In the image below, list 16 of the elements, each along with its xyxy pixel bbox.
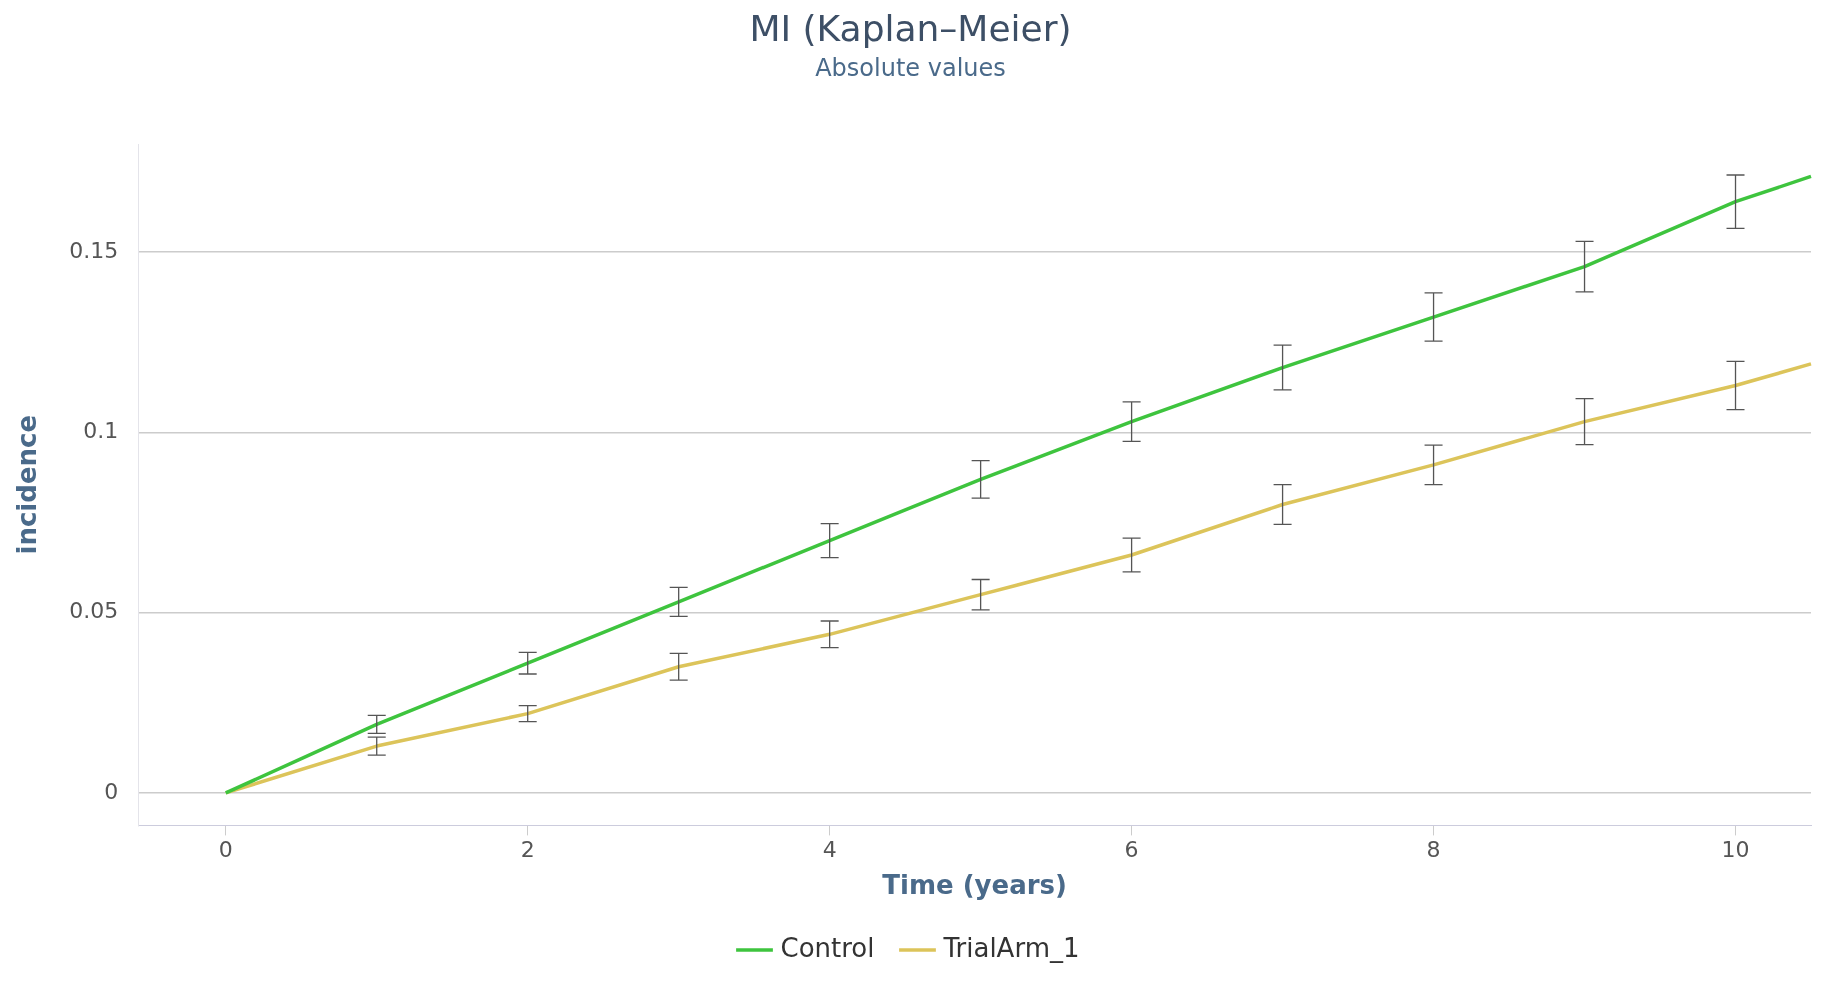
- y-axis-title: incidence: [12, 414, 43, 555]
- x-tick-label: 10: [1721, 837, 1750, 863]
- chart-subtitle: Absolute values: [815, 53, 1006, 82]
- legend-label: TrialArm_1: [942, 932, 1080, 963]
- x-tick-label: 8: [1426, 837, 1441, 863]
- x-tick-label: 0: [218, 837, 233, 863]
- x-tick-label: 2: [520, 837, 535, 863]
- x-axis-title: Time (years): [882, 870, 1067, 901]
- x-tick-label: 4: [822, 837, 837, 863]
- chart-title: MI (Kaplan–Meier): [749, 7, 1072, 49]
- y-tick-label: 0.05: [69, 598, 119, 624]
- y-tick-label: 0.15: [69, 237, 119, 263]
- y-tick-label: 0: [104, 778, 119, 804]
- legend-label: Control: [780, 932, 875, 963]
- y-tick-label: 0.1: [83, 418, 119, 444]
- x-tick-label: 6: [1124, 837, 1139, 863]
